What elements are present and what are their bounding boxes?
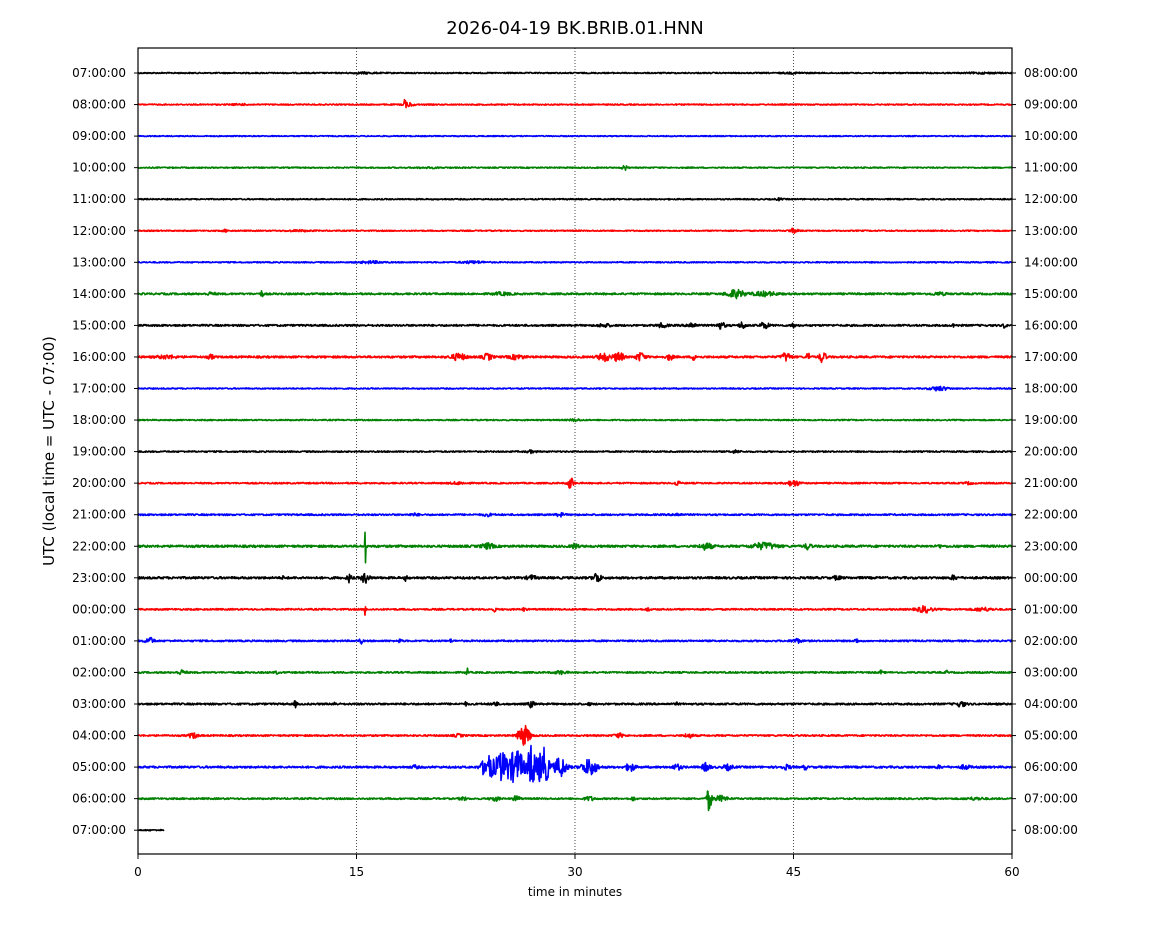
right-tick-label: 00:00:00	[1024, 571, 1078, 585]
right-tick-label: 13:00:00	[1024, 224, 1078, 238]
right-tick-label: 07:00:00	[1024, 792, 1078, 806]
right-tick-label: 01:00:00	[1024, 602, 1078, 616]
seismic-trace	[137, 790, 1013, 812]
seismic-trace	[137, 724, 1013, 746]
left-tick-label: 18:00:00	[72, 413, 126, 427]
seismic-trace	[137, 351, 1013, 364]
x-tick-label: 15	[349, 865, 364, 879]
left-tick-label: 20:00:00	[72, 476, 126, 490]
left-tick-label: 07:00:00	[72, 66, 126, 80]
left-tick-label: 03:00:00	[72, 697, 126, 711]
left-tick-label: 01:00:00	[72, 634, 126, 648]
seismic-trace	[137, 134, 1013, 138]
right-tick-label: 14:00:00	[1024, 255, 1078, 269]
seismic-trace	[137, 477, 1013, 489]
left-tick-label: 00:00:00	[72, 602, 126, 616]
left-tick-label: 17:00:00	[72, 382, 126, 396]
seismic-trace	[137, 449, 1013, 455]
left-tick-label: 23:00:00	[72, 571, 126, 585]
chart-title: 2026-04-19 BK.BRIB.01.HNN	[446, 18, 704, 39]
x-tick-label: 0	[134, 865, 142, 879]
y-axis-label: UTC (local time = UTC - 07:00)	[40, 336, 58, 566]
right-tick-label: 15:00:00	[1024, 287, 1078, 301]
seismic-trace	[137, 418, 1013, 423]
seismic-trace	[137, 667, 1013, 676]
seismic-trace	[137, 260, 1013, 265]
right-tick-label: 22:00:00	[1024, 508, 1078, 522]
seismic-trace	[137, 531, 1013, 564]
x-tick-label: 45	[786, 865, 801, 879]
left-tick-label: 13:00:00	[72, 255, 126, 269]
right-tick-label: 16:00:00	[1024, 318, 1078, 332]
left-tick-label: 19:00:00	[72, 445, 126, 459]
seismic-trace	[137, 636, 1013, 645]
right-tick-label: 02:00:00	[1024, 634, 1078, 648]
right-tick-labels: 08:00:00 09:00:00 10:00:00 11:00:00 12:00:00…	[1012, 66, 1078, 837]
left-tick-label: 05:00:00	[72, 760, 126, 774]
seismic-trace	[137, 572, 1013, 584]
left-tick-label: 21:00:00	[72, 508, 126, 522]
x-tick-labels: 0 15 30 45 60	[134, 854, 1020, 879]
left-tick-label: 14:00:00	[72, 287, 126, 301]
seismic-trace	[137, 321, 1013, 330]
right-tick-label: 10:00:00	[1024, 129, 1078, 143]
seismic-trace	[137, 604, 1013, 616]
left-tick-label: 08:00:00	[72, 98, 126, 112]
right-tick-label: 18:00:00	[1024, 382, 1078, 396]
right-tick-label: 21:00:00	[1024, 476, 1078, 490]
left-tick-label: 07:00:00	[72, 823, 126, 837]
left-tick-label: 10:00:00	[72, 161, 126, 175]
right-tick-label: 06:00:00	[1024, 760, 1078, 774]
x-tick-label: 30	[567, 865, 582, 879]
seismic-trace	[137, 700, 1013, 709]
traces	[137, 71, 1013, 832]
right-tick-label: 20:00:00	[1024, 445, 1078, 459]
left-tick-label: 16:00:00	[72, 350, 126, 364]
right-tick-label: 23:00:00	[1024, 539, 1078, 553]
left-tick-label: 06:00:00	[72, 792, 126, 806]
left-tick-label: 12:00:00	[72, 224, 126, 238]
left-tick-label: 22:00:00	[72, 539, 126, 553]
seismic-trace	[137, 98, 1013, 109]
right-tick-label: 08:00:00	[1024, 823, 1078, 837]
seismic-trace	[137, 828, 165, 832]
seismic-trace	[137, 511, 1013, 518]
seismic-trace	[137, 288, 1013, 300]
x-axis-label: time in minutes	[528, 885, 622, 899]
right-tick-label: 17:00:00	[1024, 350, 1078, 364]
seismic-trace	[137, 227, 1013, 234]
left-tick-label: 02:00:00	[72, 665, 126, 679]
left-tick-label: 15:00:00	[72, 318, 126, 332]
right-tick-label: 11:00:00	[1024, 161, 1078, 175]
seismic-trace	[137, 164, 1013, 171]
right-tick-label: 12:00:00	[1024, 192, 1078, 206]
x-tick-label: 60	[1004, 865, 1019, 879]
left-tick-labels: 07:00:00 08:00:00 09:00:00 10:00:00 11:00:00…	[72, 66, 138, 837]
right-tick-label: 09:00:00	[1024, 98, 1078, 112]
right-tick-label: 05:00:00	[1024, 729, 1078, 743]
left-tick-label: 04:00:00	[72, 729, 126, 743]
right-tick-label: 08:00:00	[1024, 66, 1078, 80]
seismic-trace	[137, 385, 1013, 392]
seismic-trace	[137, 744, 1013, 784]
left-tick-label: 11:00:00	[72, 192, 126, 206]
seismic-trace	[137, 196, 1013, 202]
right-tick-label: 19:00:00	[1024, 413, 1078, 427]
right-tick-label: 04:00:00	[1024, 697, 1078, 711]
left-tick-label: 09:00:00	[72, 129, 126, 143]
right-tick-label: 03:00:00	[1024, 665, 1078, 679]
seismic-trace	[137, 71, 1013, 75]
